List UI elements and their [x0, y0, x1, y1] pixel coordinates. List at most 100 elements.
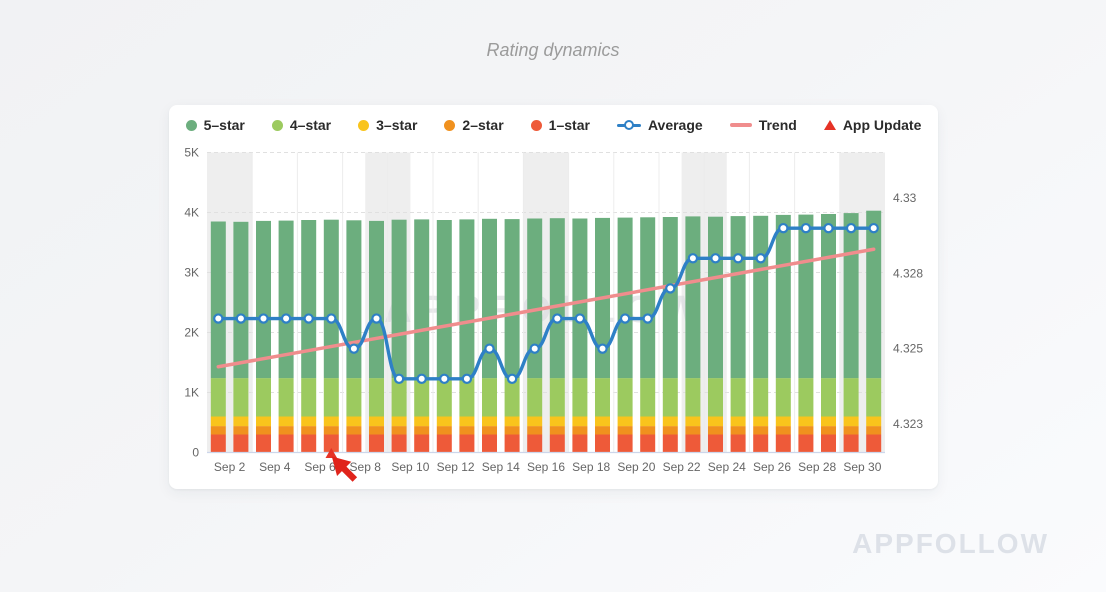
bar-segment-1-star[interactable] [233, 434, 249, 453]
bar-segment-5-star[interactable] [662, 217, 678, 379]
bar-segment-2-star[interactable] [504, 426, 520, 435]
legend-item-trend[interactable]: Trend [729, 117, 797, 133]
average-point[interactable] [529, 343, 540, 354]
bar-segment-4-star[interactable] [301, 378, 317, 417]
bar-segment-1-star[interactable] [549, 434, 565, 453]
average-point[interactable] [280, 313, 292, 324]
bar-segment-3-star[interactable] [278, 416, 294, 427]
bar-segment-5-star[interactable] [685, 216, 701, 379]
bar-segment-1-star[interactable] [459, 434, 475, 453]
bar-segment-4-star[interactable] [482, 378, 497, 417]
average-point[interactable] [597, 343, 608, 354]
bar-segment-2-star[interactable] [640, 426, 656, 435]
bar-segment-4-star[interactable] [323, 378, 339, 417]
bar-segment-3-star[interactable] [617, 416, 633, 427]
bar-segment-5-star[interactable] [369, 220, 384, 379]
bar-segment-1-star[interactable] [301, 434, 317, 453]
average-point[interactable] [687, 253, 699, 264]
bar-segment-2-star[interactable] [572, 426, 588, 435]
average-point[interactable] [484, 343, 495, 354]
bar-segment-1-star[interactable] [436, 434, 452, 453]
bar-segment-2-star[interactable] [753, 426, 769, 435]
bar-segment-2-star[interactable] [436, 426, 452, 435]
bar-segment-4-star[interactable] [436, 378, 452, 417]
bar-segment-1-star[interactable] [866, 434, 882, 453]
bar-segment-4-star[interactable] [549, 378, 565, 417]
bar-segment-4-star[interactable] [753, 378, 769, 417]
average-point[interactable] [506, 373, 518, 385]
bar-segment-3-star[interactable] [323, 416, 339, 427]
bar-segment-1-star[interactable] [323, 434, 339, 453]
average-point[interactable] [868, 222, 879, 234]
bar-segment-1-star[interactable] [527, 434, 543, 453]
average-point[interactable] [416, 373, 427, 385]
bar-segment-2-star[interactable] [685, 426, 701, 435]
bar-segment-5-star[interactable] [504, 219, 520, 379]
bar-segment-1-star[interactable] [640, 434, 656, 453]
bar-segment-1-star[interactable] [685, 434, 701, 453]
bar-segment-2-star[interactable] [617, 426, 633, 435]
bar-segment-5-star[interactable] [640, 217, 656, 379]
average-point[interactable] [619, 313, 631, 324]
bar-segment-2-star[interactable] [369, 426, 384, 435]
bar-segment-3-star[interactable] [233, 416, 249, 427]
bar-segment-3-star[interactable] [753, 416, 769, 427]
bar-segment-1-star[interactable] [753, 434, 769, 453]
bar-segment-1-star[interactable] [821, 434, 836, 453]
bar-segment-2-star[interactable] [256, 426, 271, 435]
average-point[interactable] [665, 283, 676, 294]
bar-segment-2-star[interactable] [843, 426, 859, 435]
bar-segment-2-star[interactable] [391, 426, 407, 435]
bar-segment-2-star[interactable] [821, 426, 836, 435]
bar-segment-3-star[interactable] [482, 416, 497, 427]
bar-segment-5-star[interactable] [775, 214, 791, 379]
bar-segment-3-star[interactable] [414, 416, 430, 427]
bar-segment-2-star[interactable] [527, 426, 543, 435]
app-update-marker-icon[interactable] [325, 448, 338, 458]
bar-segment-2-star[interactable] [414, 426, 430, 435]
bar-segment-5-star[interactable] [323, 219, 339, 379]
bar-segment-3-star[interactable] [549, 416, 565, 427]
bar-segment-4-star[interactable] [843, 378, 859, 417]
bar-segment-3-star[interactable] [391, 416, 407, 427]
bar-segment-5-star[interactable] [482, 218, 497, 379]
average-point[interactable] [642, 313, 653, 324]
bar-segment-3-star[interactable] [775, 416, 791, 427]
bar-segment-2-star[interactable] [278, 426, 294, 435]
average-point[interactable] [258, 313, 269, 324]
bar-segment-5-star[interactable] [572, 218, 588, 379]
bar-segment-2-star[interactable] [708, 426, 723, 435]
legend-item-1-star[interactable]: 1–star [530, 117, 590, 133]
bar-segment-4-star[interactable] [775, 378, 791, 417]
bar-segment-4-star[interactable] [504, 378, 520, 417]
bar-segment-5-star[interactable] [301, 220, 317, 379]
average-point[interactable] [845, 222, 857, 234]
bar-segment-5-star[interactable] [459, 219, 475, 379]
bar-segment-4-star[interactable] [572, 378, 588, 417]
bar-segment-1-star[interactable] [662, 434, 678, 453]
bar-segment-3-star[interactable] [210, 416, 226, 427]
average-point[interactable] [439, 373, 450, 385]
bar-segment-4-star[interactable] [391, 378, 407, 417]
legend-item-3-star[interactable]: 3–star [358, 117, 417, 133]
bar-segment-5-star[interactable] [821, 214, 836, 379]
bar-segment-4-star[interactable] [369, 378, 384, 417]
bar-segment-4-star[interactable] [617, 378, 633, 417]
average-point[interactable] [755, 253, 766, 264]
average-point[interactable] [461, 373, 473, 385]
bar-segment-2-star[interactable] [866, 426, 882, 435]
bar-segment-4-star[interactable] [414, 378, 430, 417]
bar-segment-2-star[interactable] [459, 426, 475, 435]
bar-segment-3-star[interactable] [843, 416, 859, 427]
bar-segment-2-star[interactable] [549, 426, 565, 435]
bar-segment-2-star[interactable] [346, 426, 362, 435]
bar-segment-1-star[interactable] [617, 434, 633, 453]
bar-segment-1-star[interactable] [730, 434, 746, 453]
bar-segment-4-star[interactable] [730, 378, 746, 417]
bar-segment-4-star[interactable] [662, 378, 678, 417]
bar-segment-2-star[interactable] [798, 426, 814, 435]
bar-segment-1-star[interactable] [414, 434, 430, 453]
bar-segment-2-star[interactable] [233, 426, 249, 435]
bar-segment-2-star[interactable] [482, 426, 497, 435]
bar-segment-1-star[interactable] [256, 434, 271, 453]
